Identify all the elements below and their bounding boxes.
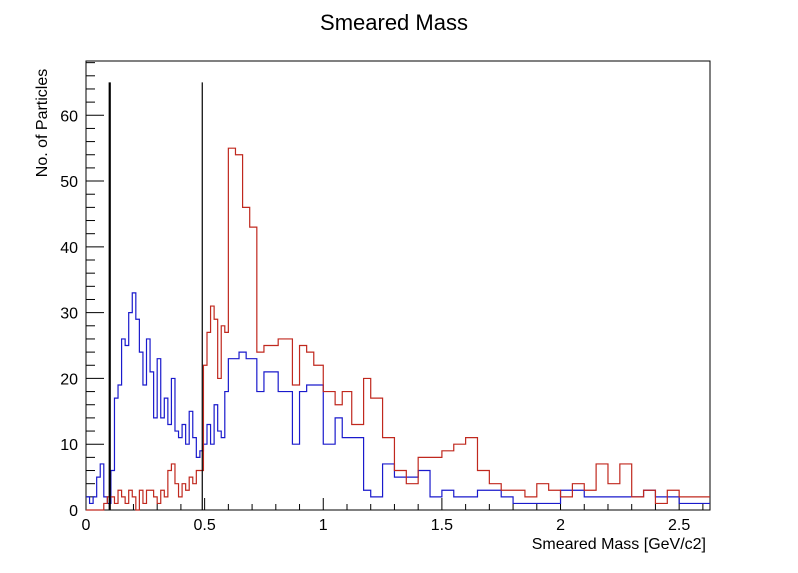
- y-tick-label: 30: [60, 306, 78, 323]
- y-tick-label: 10: [60, 437, 78, 454]
- chart-title: Smeared Mass: [320, 10, 468, 35]
- plot-frame: [85, 60, 711, 511]
- histogram-series: [86, 147, 710, 511]
- y-tick-label: 50: [60, 174, 78, 191]
- x-tick-label: 2: [556, 517, 565, 534]
- y-axis-label: No. of Particles: [34, 69, 51, 177]
- y-tick-label: 20: [60, 371, 78, 388]
- y-tick-label: 0: [69, 503, 78, 520]
- histogram-series-1: [86, 292, 710, 505]
- x-axis-ticks: 0 0.5 1 1.5 2 2.5: [82, 498, 704, 534]
- x-tick-label: 1: [319, 517, 328, 534]
- y-tick-label: 60: [60, 108, 78, 125]
- x-tick-label: 2.5: [668, 517, 690, 534]
- y-axis-ticks: 0 10 20 30 40 50 60: [60, 62, 104, 520]
- histogram-series-2: [86, 147, 710, 511]
- x-tick-label: 0.5: [194, 517, 216, 534]
- x-tick-label: 1.5: [431, 517, 453, 534]
- x-axis-label: Smeared Mass [GeV/c2]: [532, 536, 706, 553]
- x-tick-label: 0: [82, 517, 91, 534]
- y-tick-label: 40: [60, 240, 78, 257]
- vertical-markers: [108, 82, 203, 510]
